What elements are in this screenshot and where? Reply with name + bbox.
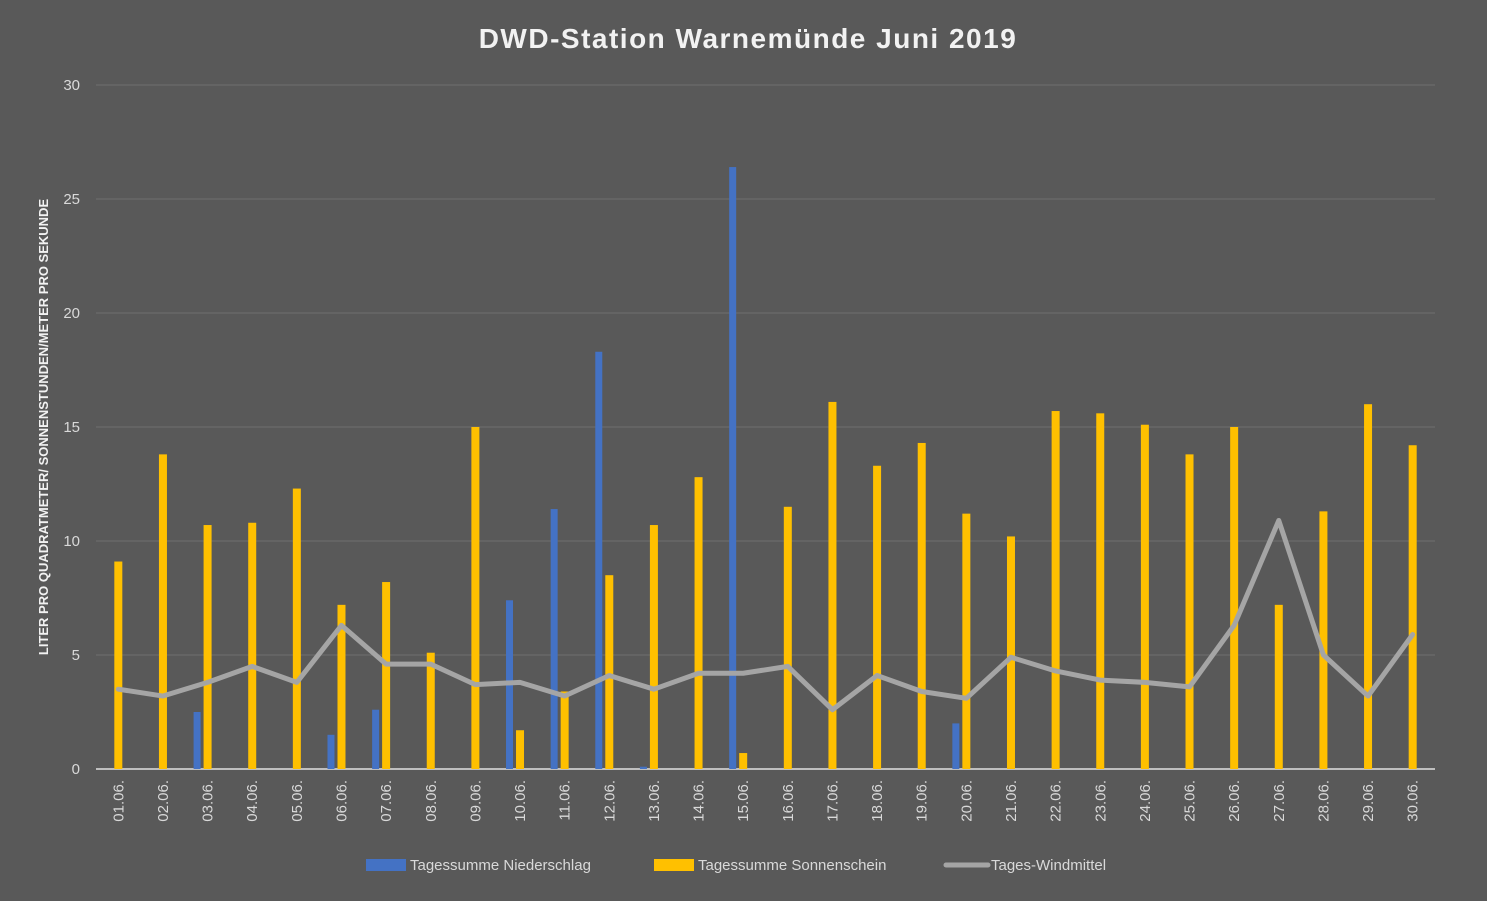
- x-tick-label: 03.06.: [200, 780, 217, 822]
- legend-swatch-sonnenschein: [654, 859, 694, 871]
- bar-sonnenschein: [962, 514, 970, 769]
- x-tick-label: 10.06.: [512, 780, 529, 822]
- bar-sonnenschein: [1096, 413, 1104, 769]
- x-tick-label: 09.06.: [467, 780, 484, 822]
- bar-sonnenschein: [204, 525, 212, 769]
- y-tick-label: 15: [63, 419, 80, 436]
- bar-sonnenschein: [427, 653, 435, 769]
- x-tick-label: 30.06.: [1405, 780, 1422, 822]
- x-tick-label: 18.06.: [869, 780, 886, 822]
- x-tick-label: 29.06.: [1360, 780, 1377, 822]
- bar-niederschlag: [194, 712, 201, 769]
- x-tick-label: 24.06.: [1137, 780, 1154, 822]
- bar-sonnenschein: [739, 753, 747, 769]
- bar-sonnenschein: [293, 489, 301, 769]
- bar-sonnenschein: [382, 582, 390, 769]
- bar-sonnenschein: [1186, 454, 1194, 769]
- x-tick-label: 22.06.: [1048, 780, 1065, 822]
- legend-label-niederschlag: Tagessumme Niederschlag: [410, 857, 591, 874]
- bar-niederschlag: [640, 767, 647, 769]
- bar-niederschlag: [551, 509, 558, 769]
- y-tick-label: 10: [63, 533, 80, 550]
- legend: Tagessumme Niederschlag Tagessumme Sonne…: [366, 857, 1106, 874]
- bar-sonnenschein: [1275, 605, 1283, 769]
- y-tick-label: 5: [72, 647, 80, 664]
- bar-sonnenschein: [561, 691, 569, 769]
- x-tick-label: 06.06.: [333, 780, 350, 822]
- y-axis-label: LITER PRO QUADRATMETER/ SONNENSTUNDEN/ME…: [36, 199, 51, 656]
- bar-niederschlag: [729, 167, 736, 769]
- bar-sonnenschein: [828, 402, 836, 769]
- bar-niederschlag: [595, 352, 602, 769]
- x-tick-label: 16.06.: [780, 780, 797, 822]
- y-tick-label: 25: [63, 191, 80, 208]
- x-tick-label: 11.06.: [557, 780, 574, 821]
- bar-sonnenschein: [1007, 536, 1015, 769]
- x-tick-label: 08.06.: [423, 780, 440, 822]
- x-tick-label: 25.06.: [1182, 780, 1199, 822]
- bar-sonnenschein: [1364, 404, 1372, 769]
- y-tick-label: 30: [63, 77, 80, 94]
- bar-sonnenschein: [918, 443, 926, 769]
- x-tick-label: 23.06.: [1092, 780, 1109, 822]
- bar-sonnenschein: [248, 523, 256, 769]
- bar-niederschlag: [372, 710, 379, 769]
- x-tick-label: 12.06.: [601, 780, 618, 822]
- bar-sonnenschein: [1052, 411, 1060, 769]
- x-tick-label: 02.06.: [155, 780, 172, 822]
- bar-sonnenschein: [1141, 425, 1149, 769]
- bar-sonnenschein: [695, 477, 703, 769]
- bar-sonnenschein: [784, 507, 792, 769]
- bar-sonnenschein: [873, 466, 881, 769]
- y-tick-label: 20: [63, 305, 80, 322]
- x-tick-label: 01.06.: [110, 780, 127, 822]
- x-tick-label: 07.06.: [378, 780, 395, 822]
- legend-label-windmittel: Tages-Windmittel: [991, 857, 1106, 874]
- x-tick-label: 13.06.: [646, 780, 663, 822]
- bar-sonnenschein: [605, 575, 613, 769]
- x-tick-label: 17.06.: [824, 780, 841, 822]
- x-tick-label: 04.06.: [244, 780, 261, 822]
- bar-sonnenschein: [516, 730, 524, 769]
- x-tick-label: 14.06.: [691, 780, 708, 822]
- bar-sonnenschein: [114, 562, 122, 769]
- x-tick-label: 20.06.: [958, 780, 975, 822]
- x-tick-label: 05.06.: [289, 780, 306, 822]
- bar-niederschlag: [952, 723, 959, 769]
- chart-title: DWD-Station Warnemünde Juni 2019: [479, 23, 1018, 54]
- legend-label-sonnenschein: Tagessumme Sonnenschein: [698, 857, 886, 874]
- bar-sonnenschein: [1230, 427, 1238, 769]
- x-tick-label: 28.06.: [1315, 780, 1332, 822]
- legend-swatch-niederschlag: [366, 859, 406, 871]
- x-tick-label: 21.06.: [1003, 780, 1020, 822]
- bar-sonnenschein: [650, 525, 658, 769]
- bar-sonnenschein: [159, 454, 167, 769]
- bar-niederschlag: [327, 735, 334, 769]
- x-tick-label: 26.06.: [1226, 780, 1243, 822]
- x-tick-label: 27.06.: [1271, 780, 1288, 822]
- bar-sonnenschein: [1409, 445, 1417, 769]
- x-tick-label: 15.06.: [735, 780, 752, 822]
- x-tick-label: 19.06.: [914, 780, 931, 822]
- y-tick-label: 0: [72, 761, 80, 778]
- bar-sonnenschein: [471, 427, 479, 769]
